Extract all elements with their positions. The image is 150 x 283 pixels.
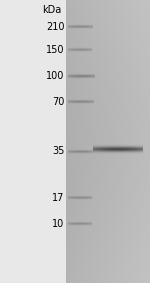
Text: 210: 210 [46,22,64,32]
Text: 70: 70 [52,97,64,107]
Text: 100: 100 [46,71,64,82]
Text: 17: 17 [52,193,64,203]
Text: 10: 10 [52,218,64,229]
Bar [0,0,66,283]
Text: 35: 35 [52,146,64,156]
Text: 150: 150 [46,44,64,55]
Text: kDa: kDa [42,5,62,15]
